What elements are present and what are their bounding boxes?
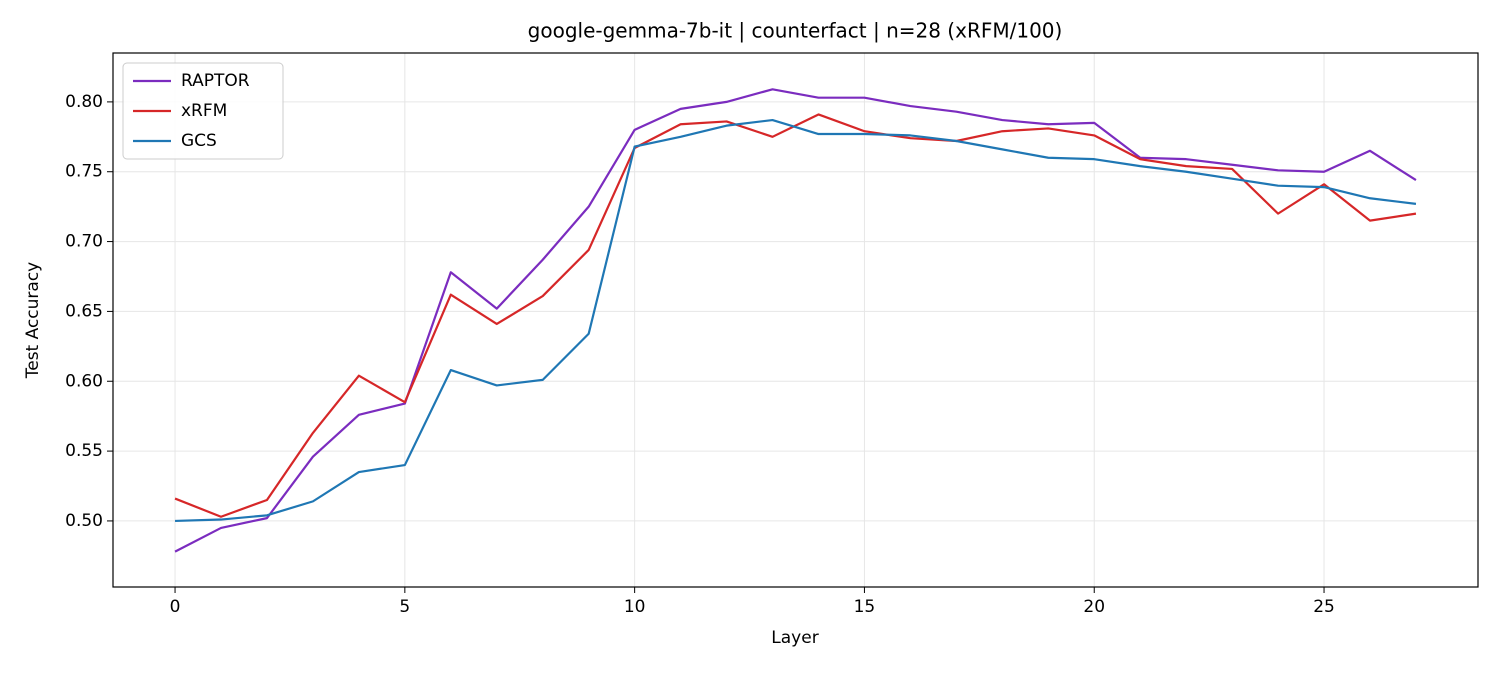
series-line: [175, 118, 1417, 523]
legend-box: [122, 62, 284, 160]
x-tick-label: 5: [399, 597, 410, 617]
y-tick-label: 0.55: [65, 441, 103, 461]
y-tick-label: 0.75: [65, 162, 103, 182]
y-tick-label: 0.80: [65, 92, 103, 112]
chart-title: google-gemma-7b-it | counterfact | n=28 …: [528, 19, 1063, 43]
x-tick-label: 0: [170, 597, 181, 617]
legend-label: RAPTOR: [181, 71, 250, 91]
series-line: [174, 88, 1417, 553]
x-axis-label: Layer: [771, 628, 818, 648]
legend-label: xRFM: [181, 101, 227, 121]
y-tick-label: 0.65: [65, 301, 103, 321]
y-tick-label: 0.70: [65, 232, 103, 252]
y-tick-label: 0.50: [65, 511, 103, 531]
series-line: [174, 113, 1417, 518]
y-tick-label: 0.60: [65, 371, 103, 391]
x-tick-label: 25: [1313, 597, 1335, 617]
plot-frame: [112, 52, 1479, 588]
x-tick-label: 10: [624, 597, 646, 617]
legend-label: GCS: [181, 131, 217, 151]
x-tick-label: 20: [1083, 597, 1105, 617]
y-axis-label: Test Accuracy: [23, 262, 43, 380]
x-tick-label: 15: [854, 597, 876, 617]
